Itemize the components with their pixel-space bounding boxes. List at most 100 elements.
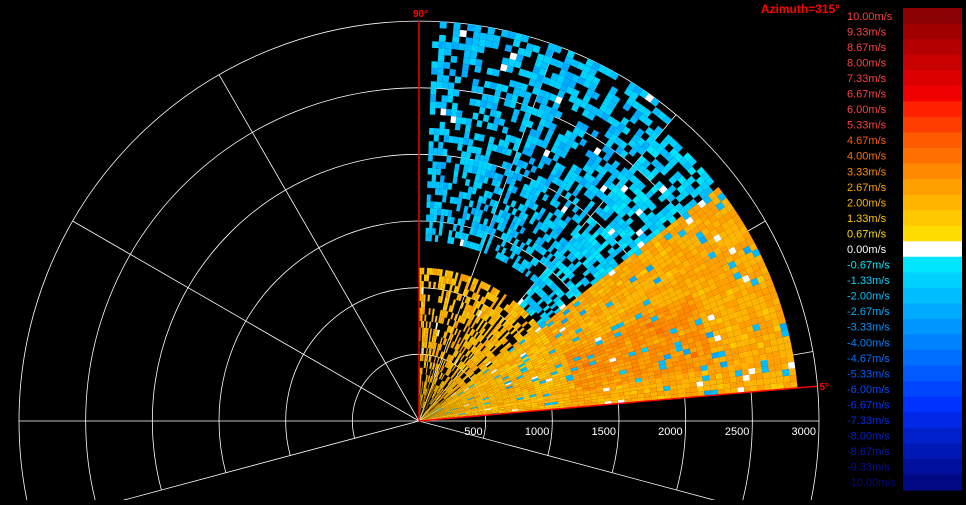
echo-cell	[437, 75, 443, 82]
echo-cell	[447, 89, 453, 96]
colorbar-label: 0.67m/s	[847, 228, 887, 240]
echo-cell	[429, 369, 431, 376]
echo-cell	[432, 168, 437, 175]
angle-spoke	[33, 421, 419, 500]
echo-cell	[426, 201, 430, 208]
echo-cell	[781, 363, 789, 370]
echo-cell	[530, 165, 537, 173]
echo-cell	[443, 135, 449, 142]
echo-cell	[748, 368, 755, 375]
echo-cell	[787, 355, 795, 363]
echo-cell	[493, 35, 501, 43]
echo-cell	[430, 208, 434, 215]
echo-cell	[696, 381, 703, 387]
echo-cell	[425, 234, 428, 241]
echo-cell	[456, 117, 462, 124]
echo-cell	[591, 130, 599, 139]
echo-cell	[430, 328, 432, 335]
echo-cell	[664, 390, 671, 395]
echo-cell	[475, 59, 482, 67]
echo-cell	[756, 379, 763, 386]
echo-cell	[444, 129, 450, 136]
echo-cell	[427, 295, 430, 302]
echo-cell	[453, 224, 458, 231]
echo-cell	[452, 299, 456, 306]
echo-cell	[501, 247, 507, 254]
colorbar-swatch	[903, 303, 962, 319]
echo-cell	[447, 318, 451, 325]
echo-cell	[454, 328, 458, 335]
echo-cell	[759, 354, 767, 361]
echo-cell	[473, 31, 481, 39]
echo-cell	[464, 44, 471, 51]
echo-cell	[442, 196, 447, 203]
echo-cell	[439, 222, 443, 229]
colorbar-label: 3.33m/s	[847, 166, 887, 178]
echo-cell	[466, 327, 471, 334]
echo-cell	[471, 85, 478, 93]
echo-cell	[432, 228, 436, 235]
echo-cell	[436, 168, 441, 175]
echo-cell	[472, 112, 479, 120]
colorbar-label: 6.00m/s	[847, 104, 887, 116]
echo-cell	[453, 23, 461, 30]
echo-cell	[435, 316, 438, 323]
echo-cell	[734, 364, 742, 371]
colorbar-label: 4.00m/s	[847, 151, 887, 163]
echo-cell	[429, 215, 433, 222]
echo-cell	[753, 355, 761, 362]
echo-cell	[433, 282, 436, 289]
colorbar-label: -8.67m/s	[847, 446, 890, 458]
echo-cell	[756, 373, 763, 380]
colorbar-swatch	[903, 24, 962, 40]
colorbar-swatch	[903, 195, 962, 211]
echo-cell	[433, 148, 438, 155]
echo-cell	[431, 181, 436, 188]
echo-cell	[452, 42, 459, 49]
echo-cell	[502, 126, 509, 134]
echo-cell	[439, 35, 446, 42]
echo-cell	[479, 107, 486, 115]
colorbar-label: -5.33m/s	[847, 368, 890, 380]
echo-cell	[789, 368, 796, 375]
echo-cell	[470, 51, 477, 59]
echo-cell	[518, 327, 525, 333]
echo-cell	[447, 183, 452, 190]
echo-cell	[446, 156, 451, 163]
echo-cell	[458, 280, 462, 287]
range-tick-label: 2500	[725, 426, 749, 438]
echo-cell	[788, 362, 796, 369]
echo-cell	[747, 362, 755, 369]
echo-cell	[461, 70, 468, 77]
echo-cell	[456, 110, 462, 117]
echo-cell	[435, 235, 439, 242]
colorbar-swatch	[903, 241, 962, 257]
echo-cell	[426, 228, 430, 235]
colorbar-label: -1.33m/s	[847, 275, 890, 287]
colorbar-label: -3.33m/s	[847, 322, 890, 334]
echo-cell	[457, 330, 461, 337]
echo-cell	[428, 235, 432, 242]
echo-cell	[439, 182, 444, 189]
echo-cell	[435, 101, 441, 108]
echo-cell	[439, 42, 446, 49]
echo-cell	[715, 373, 722, 379]
echo-cell	[440, 215, 444, 222]
colorbar-label: -9.33m/s	[847, 462, 890, 474]
echo-cell	[776, 376, 783, 383]
colorbar-label: -8.00m/s	[847, 431, 890, 443]
echo-cell	[472, 38, 480, 46]
range-ring-lower	[483, 421, 485, 438]
echo-cell	[782, 369, 789, 376]
echo-cell	[485, 149, 491, 157]
colorbar-swatch	[903, 210, 962, 226]
echo-cell	[670, 385, 677, 390]
angle-spoke	[73, 221, 419, 421]
echo-cell	[457, 144, 463, 151]
echo-cell	[438, 148, 443, 155]
echo-cell	[462, 64, 469, 71]
echo-cell	[657, 391, 664, 396]
echo-cell	[446, 109, 452, 116]
echo-cell	[429, 221, 433, 228]
